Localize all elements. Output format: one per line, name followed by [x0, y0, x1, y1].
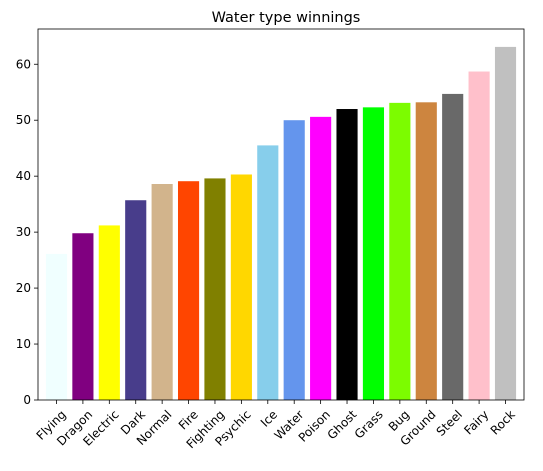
y-tick-label: 60 [16, 57, 31, 71]
y-tick-label: 0 [23, 393, 31, 407]
x-tick-label-grass: Grass [352, 407, 386, 441]
y-tick-label: 50 [16, 113, 31, 127]
bar-bug [389, 102, 411, 400]
bar-electric [98, 225, 120, 400]
chart-title: Water type winnings [212, 10, 361, 26]
x-tick-label-rock: Rock [488, 407, 518, 437]
bar-fire [177, 181, 200, 400]
plot-frame [37, 28, 525, 401]
bar-dragon [72, 233, 94, 400]
y-tick-label: 20 [16, 281, 31, 295]
bar-ice [257, 145, 279, 400]
x-tick-label-steel: Steel [434, 407, 465, 438]
y-tick-label: 40 [16, 169, 31, 183]
bar-fighting [204, 178, 226, 400]
bar-normal [151, 184, 173, 400]
bars [45, 46, 517, 401]
bar-fairy [468, 71, 490, 401]
bar-flying [45, 253, 68, 400]
bar-psychic [230, 174, 252, 400]
bar-dark [125, 200, 147, 400]
y-tick-label: 30 [16, 225, 31, 239]
bar-poison [310, 116, 332, 400]
x-tick-label-fairy: Fairy [461, 407, 491, 437]
y-axis: 0 10 20 30 40 50 60 [16, 57, 38, 407]
bar-steel [442, 93, 464, 400]
x-tick-label-ghost: Ghost [325, 407, 360, 442]
bar-ground [415, 102, 437, 400]
bar-ghost [336, 109, 358, 401]
y-tick-label: 10 [16, 337, 31, 351]
bar-grass [362, 107, 385, 400]
bar-rock [494, 46, 517, 400]
bar-water [283, 120, 305, 401]
